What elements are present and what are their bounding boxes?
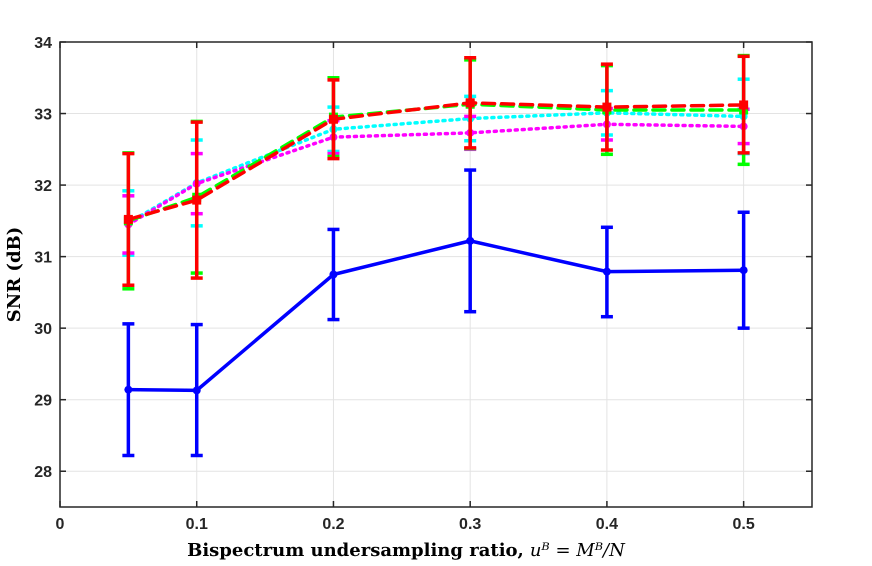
- data-point: [465, 98, 475, 108]
- series-red-dashed: [122, 54, 750, 287]
- x-tick-label: 0.5: [733, 516, 755, 533]
- x-axis-title-text: Bispectrum undersampling ratio,: [187, 540, 524, 561]
- data-point: [329, 270, 338, 279]
- x-tick-label: 0.2: [322, 516, 344, 533]
- data-point: [466, 236, 475, 245]
- data-point: [602, 102, 612, 112]
- series-line: [126, 239, 746, 393]
- y-tick-label: 32: [34, 178, 52, 195]
- x-tick-label: 0.4: [596, 516, 618, 533]
- axis-ticks: 0 0.1 0.2 0.3 0.4 0.5 28 29 30 31 32 33 34: [34, 35, 812, 533]
- data-point: [602, 267, 611, 276]
- y-tick-label: 31: [34, 250, 52, 267]
- x-tick-label: 0.3: [459, 516, 481, 533]
- data-point: [328, 114, 338, 124]
- series-line: [126, 101, 746, 222]
- series-line: [126, 102, 746, 223]
- y-tick-label: 28: [34, 464, 52, 481]
- data-point: [739, 266, 748, 275]
- data-series: [122, 53, 750, 458]
- data-point: [124, 385, 133, 394]
- y-axis-title: SNR (dB): [4, 227, 25, 323]
- x-tick-label: 0.1: [186, 516, 208, 533]
- data-point: [739, 100, 749, 110]
- data-point: [123, 214, 133, 224]
- x-axis-title-math: uᴮ = Mᴮ/N: [530, 540, 626, 561]
- x-tick-label: 0: [56, 516, 65, 533]
- plot-area: [60, 42, 812, 507]
- x-axis-title: Bispectrum undersampling ratio, uᴮ = Mᴮ/N: [187, 540, 626, 561]
- series-line: [126, 111, 746, 225]
- y-tick-label: 30: [34, 321, 52, 338]
- axes-frame: [59, 41, 813, 508]
- data-point: [192, 195, 202, 205]
- series-line: [126, 122, 746, 227]
- data-point: [192, 386, 201, 395]
- y-tick-label: 33: [34, 107, 52, 124]
- y-tick-label: 34: [34, 35, 52, 52]
- y-tick-label: 29: [34, 393, 52, 410]
- series-blue-solid: [122, 168, 750, 458]
